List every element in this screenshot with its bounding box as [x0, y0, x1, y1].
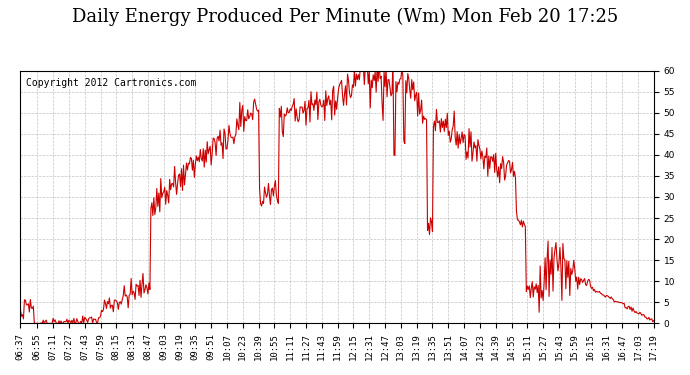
Text: Copyright 2012 Cartronics.com: Copyright 2012 Cartronics.com	[26, 78, 196, 88]
Text: Daily Energy Produced Per Minute (Wm) Mon Feb 20 17:25: Daily Energy Produced Per Minute (Wm) Mo…	[72, 8, 618, 26]
